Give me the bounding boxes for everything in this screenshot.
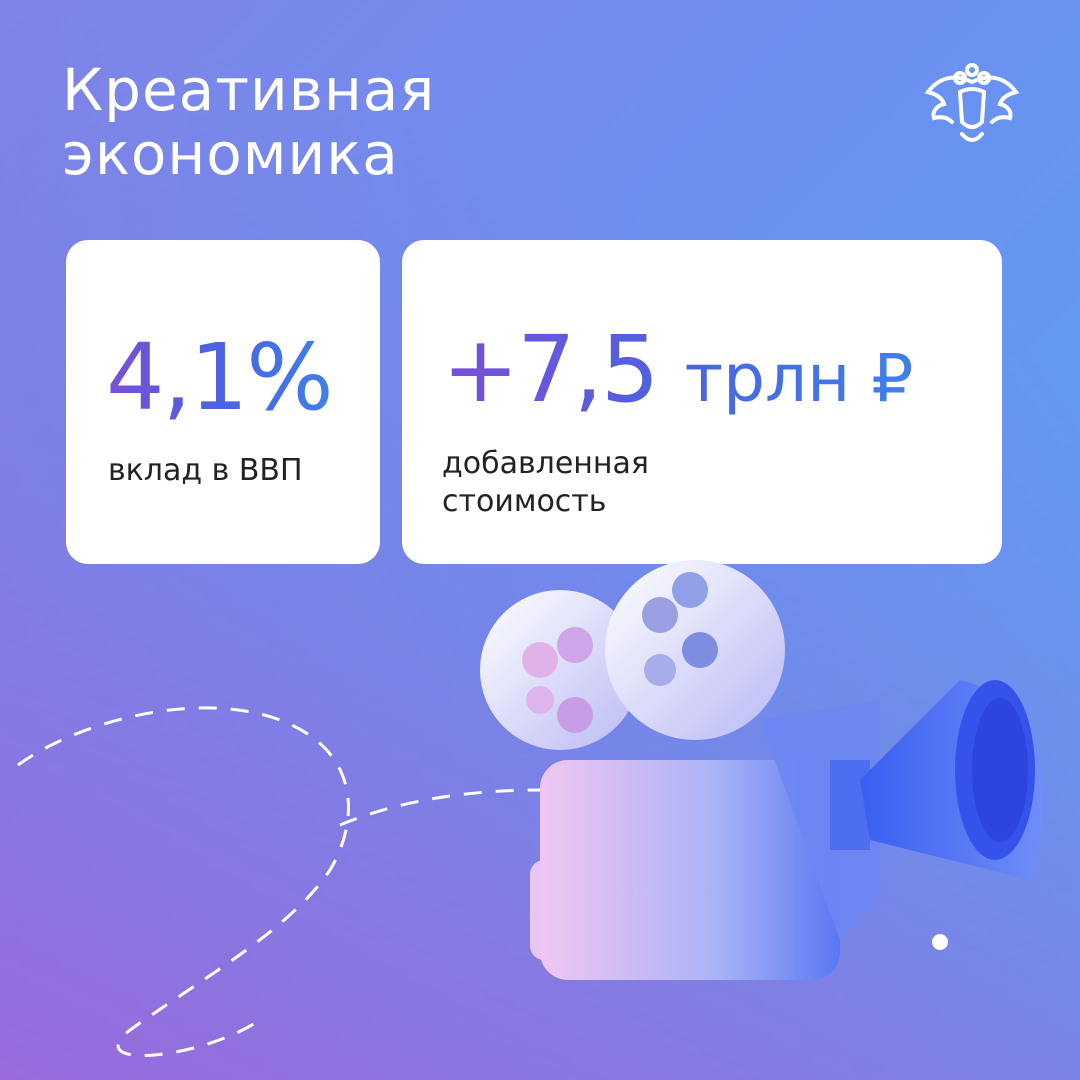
dashed-path [17, 706, 541, 1057]
emblem-icon [924, 63, 1020, 142]
added-value-unit: трлн ₽ [684, 340, 914, 417]
gdp-share-caption: вклад в ВВП [108, 453, 303, 488]
gdp-share-value: 4,1% [106, 324, 334, 431]
caption-line-1: добавленная [442, 446, 649, 481]
page-title: Креативная экономика [62, 58, 435, 186]
added-value-caption: добавленная стоимость [442, 445, 742, 521]
gdp-share-card: 4,1% вклад в ВВП [66, 240, 380, 564]
added-value-amount: +7,5 трлн ₽ [442, 320, 913, 429]
added-value-number: +7,5 [442, 316, 658, 423]
camera-icon [480, 560, 1044, 980]
title-line-1: Креативная [62, 56, 436, 124]
film-camera-illustration [17, 560, 1044, 1057]
added-value-card: +7,5 трлн ₽ добавленная стоимость [402, 240, 1002, 564]
title-line-2: экономика [62, 120, 399, 188]
caption-line-2: стоимость [442, 484, 607, 519]
